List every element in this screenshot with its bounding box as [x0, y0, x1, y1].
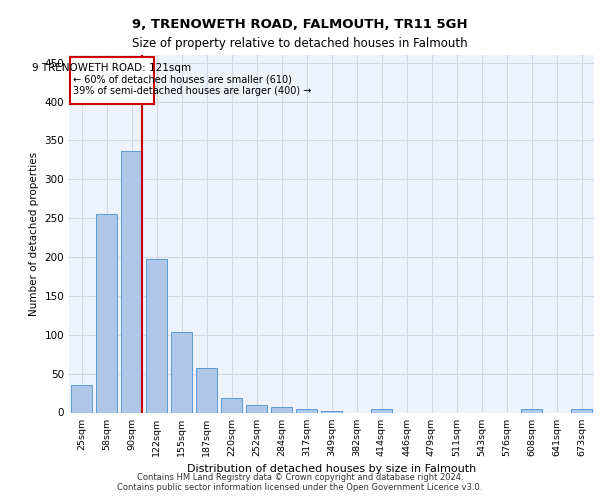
Bar	[296, 408, 317, 412]
Bar	[246, 404, 267, 412]
FancyBboxPatch shape	[70, 58, 154, 104]
Bar	[121, 152, 142, 412]
Bar	[171, 332, 192, 412]
Bar	[221, 398, 242, 412]
Text: 9 TRENOWETH ROAD: 121sqm: 9 TRENOWETH ROAD: 121sqm	[32, 63, 191, 73]
Bar	[146, 260, 167, 412]
Text: 9, TRENOWETH ROAD, FALMOUTH, TR11 5GH: 9, TRENOWETH ROAD, FALMOUTH, TR11 5GH	[132, 18, 468, 30]
Text: Contains HM Land Registry data © Crown copyright and database right 2024.
Contai: Contains HM Land Registry data © Crown c…	[118, 473, 482, 492]
Bar	[96, 214, 117, 412]
Bar	[271, 407, 292, 412]
Bar	[371, 408, 392, 412]
Bar	[196, 368, 217, 412]
Y-axis label: Number of detached properties: Number of detached properties	[29, 152, 39, 316]
Text: 39% of semi-detached houses are larger (400) →: 39% of semi-detached houses are larger (…	[73, 86, 311, 96]
Bar	[521, 408, 542, 412]
Text: Size of property relative to detached houses in Falmouth: Size of property relative to detached ho…	[132, 38, 468, 51]
Bar	[71, 386, 92, 412]
Text: ← 60% of detached houses are smaller (610): ← 60% of detached houses are smaller (61…	[73, 74, 292, 85]
X-axis label: Distribution of detached houses by size in Falmouth: Distribution of detached houses by size …	[187, 464, 476, 474]
Bar	[321, 411, 342, 412]
Bar	[571, 408, 592, 412]
